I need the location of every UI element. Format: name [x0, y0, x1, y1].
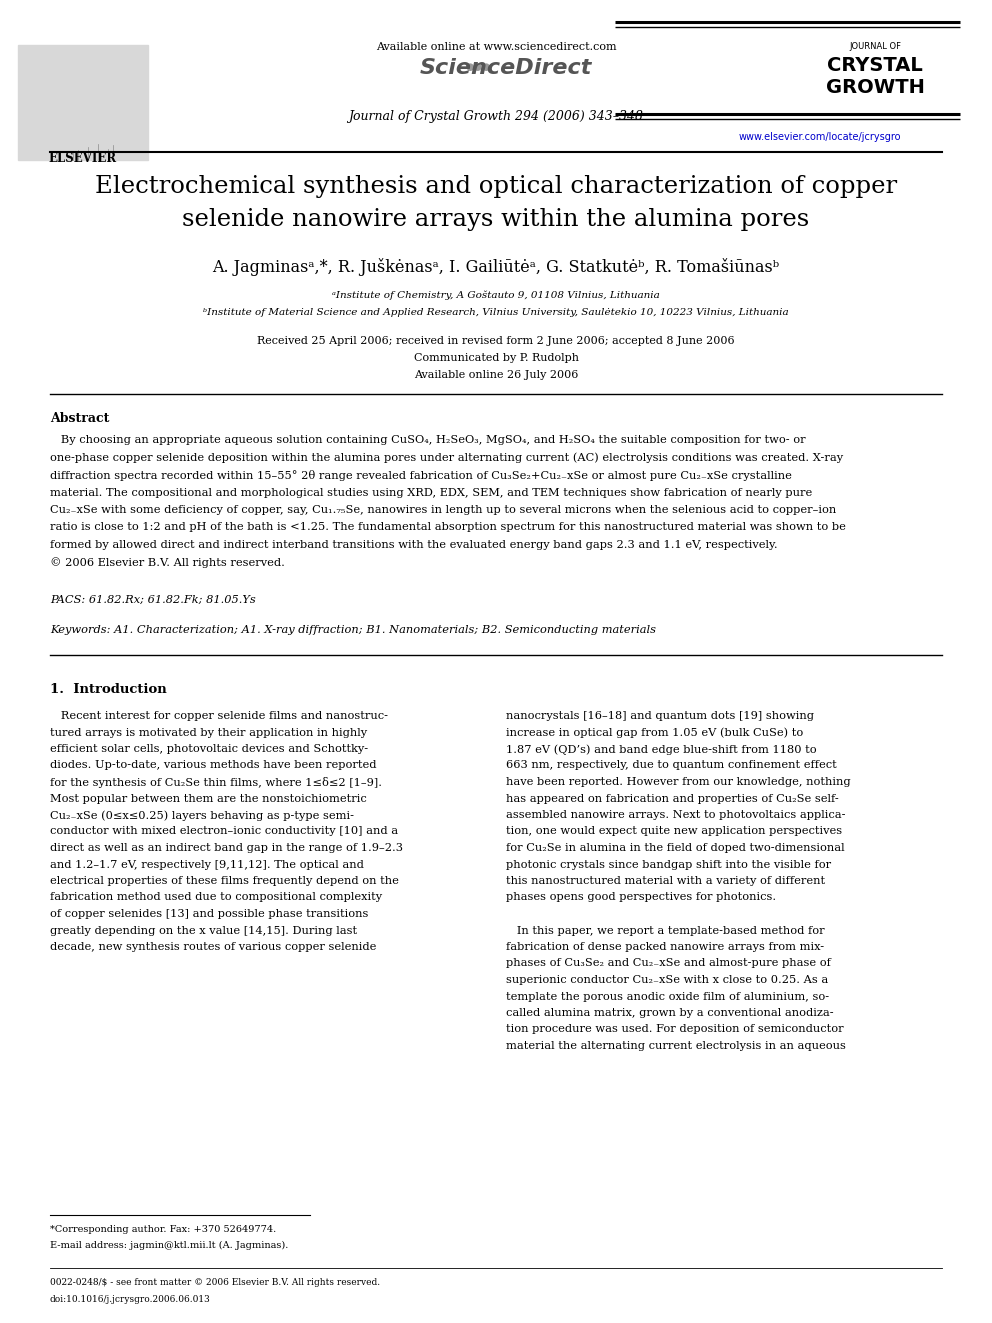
Text: decade, new synthesis routes of various copper selenide: decade, new synthesis routes of various … [50, 942, 376, 953]
Text: diffraction spectra recorded within 15–55° 2θ range revealed fabrication of Cu₃S: diffraction spectra recorded within 15–5… [50, 470, 792, 482]
Text: called alumina matrix, grown by a conventional anodiza-: called alumina matrix, grown by a conven… [506, 1008, 833, 1017]
Text: have been reported. However from our knowledge, nothing: have been reported. However from our kno… [506, 777, 850, 787]
Text: tured arrays is motivated by their application in highly: tured arrays is motivated by their appli… [50, 728, 367, 737]
Text: tion procedure was used. For deposition of semiconductor: tion procedure was used. For deposition … [506, 1024, 843, 1035]
Text: Communicated by P. Rudolph: Communicated by P. Rudolph [414, 353, 578, 363]
Text: one-phase copper selenide deposition within the alumina pores under alternating : one-phase copper selenide deposition wit… [50, 452, 843, 463]
Text: efficient solar cells, photovoltaic devices and Schottky-: efficient solar cells, photovoltaic devi… [50, 744, 368, 754]
Text: this nanostructured material with a variety of different: this nanostructured material with a vari… [506, 876, 825, 886]
Text: doi:10.1016/j.jcrysgro.2006.06.013: doi:10.1016/j.jcrysgro.2006.06.013 [50, 1295, 210, 1304]
Text: conductor with mixed electron–ionic conductivity [10] and a: conductor with mixed electron–ionic cond… [50, 827, 398, 836]
Text: for Cu₂Se in alumina in the field of doped two-dimensional: for Cu₂Se in alumina in the field of dop… [506, 843, 844, 853]
Text: Electrochemical synthesis and optical characterization of copper: Electrochemical synthesis and optical ch… [95, 175, 897, 198]
Text: material the alternating current electrolysis in an aqueous: material the alternating current electro… [506, 1041, 846, 1050]
Text: Recent interest for copper selenide films and nanostruc-: Recent interest for copper selenide film… [50, 710, 388, 721]
Text: has appeared on fabrication and properties of Cu₂Se self-: has appeared on fabrication and properti… [506, 794, 839, 803]
Text: 663 nm, respectively, due to quantum confinement effect: 663 nm, respectively, due to quantum con… [506, 761, 836, 770]
Text: Received 25 April 2006; received in revised form 2 June 2006; accepted 8 June 20: Received 25 April 2006; received in revi… [257, 336, 735, 347]
Text: ratio is close to 1:2 and pH of the bath is <1.25. The fundamental absorption sp: ratio is close to 1:2 and pH of the bath… [50, 523, 846, 532]
Text: 0022-0248/$ - see front matter © 2006 Elsevier B.V. All rights reserved.: 0022-0248/$ - see front matter © 2006 El… [50, 1278, 380, 1287]
Text: By choosing an appropriate aqueous solution containing CuSO₄, H₂SeO₃, MgSO₄, and: By choosing an appropriate aqueous solut… [50, 435, 806, 445]
Text: Available online 26 July 2006: Available online 26 July 2006 [414, 370, 578, 380]
Text: tion, one would expect quite new application perspectives: tion, one would expect quite new applica… [506, 827, 842, 836]
Text: ScienceDirect: ScienceDirect [420, 58, 592, 78]
Text: ELSEVIER: ELSEVIER [49, 152, 117, 165]
Text: ᵇInstitute of Material Science and Applied Research, Vilnius University, Saulėte: ᵇInstitute of Material Science and Appli… [203, 308, 789, 318]
Text: selenide nanowire arrays within the alumina pores: selenide nanowire arrays within the alum… [183, 208, 809, 232]
Text: material. The compositional and morphological studies using XRD, EDX, SEM, and T: material. The compositional and morpholo… [50, 487, 812, 497]
Text: greatly depending on the x value [14,15]. During last: greatly depending on the x value [14,15]… [50, 926, 357, 935]
Text: 1.87 eV (QD’s) and band edge blue-shift from 1180 to: 1.87 eV (QD’s) and band edge blue-shift … [506, 744, 816, 754]
Text: Available online at www.sciencedirect.com: Available online at www.sciencedirect.co… [376, 42, 616, 52]
Text: nanocrystals [16–18] and quantum dots [19] showing: nanocrystals [16–18] and quantum dots [1… [506, 710, 814, 721]
Text: 1.  Introduction: 1. Introduction [50, 683, 167, 696]
Text: Abstract: Abstract [50, 411, 109, 425]
Text: template the porous anodic oxide film of aluminium, so-: template the porous anodic oxide film of… [506, 991, 829, 1002]
Text: electrical properties of these films frequently depend on the: electrical properties of these films fre… [50, 876, 399, 886]
Text: fabrication method used due to compositional complexity: fabrication method used due to compositi… [50, 893, 382, 902]
Text: fabrication of dense packed nanowire arrays from mix-: fabrication of dense packed nanowire arr… [506, 942, 824, 953]
Text: Cu₂₋xSe (0≤x≤0.25) layers behaving as p-type semi-: Cu₂₋xSe (0≤x≤0.25) layers behaving as p-… [50, 810, 354, 820]
Text: GROWTH: GROWTH [825, 78, 925, 97]
Text: ᵃInstitute of Chemistry, A Goštauto 9, 01108 Vilnius, Lithuania: ᵃInstitute of Chemistry, A Goštauto 9, 0… [332, 290, 660, 299]
Text: phases of Cu₃Se₂ and Cu₂₋xSe and almost-pure phase of: phases of Cu₃Se₂ and Cu₂₋xSe and almost-… [506, 958, 831, 968]
Text: *Corresponding author. Fax: +370 52649774.: *Corresponding author. Fax: +370 5264977… [50, 1225, 276, 1234]
Text: phases opens good perspectives for photonics.: phases opens good perspectives for photo… [506, 893, 776, 902]
Text: JOURNAL OF: JOURNAL OF [849, 42, 901, 52]
Bar [18, 45, 148, 160]
Text: Cu₂₋xSe with some deficiency of copper, say, Cu₁.₇₅Se, nanowires in length up to: Cu₂₋xSe with some deficiency of copper, … [50, 505, 836, 515]
Text: © 2006 Elsevier B.V. All rights reserved.: © 2006 Elsevier B.V. All rights reserved… [50, 557, 285, 569]
Text: superionic conductor Cu₂₋xSe with x close to 0.25. As a: superionic conductor Cu₂₋xSe with x clos… [506, 975, 828, 986]
Text: E-mail address: jagmin@ktl.mii.lt (A. Jagminas).: E-mail address: jagmin@ktl.mii.lt (A. Ja… [50, 1241, 289, 1250]
Text: A. Jagminasᵃ,*, R. Juškėnasᵃ, I. Gailiūtėᵃ, G. Statkutėᵇ, R. Tomašiūnasᵇ: A. Jagminasᵃ,*, R. Juškėnasᵃ, I. Gailiūt… [212, 258, 780, 277]
Text: Journal of Crystal Growth 294 (2006) 343–348: Journal of Crystal Growth 294 (2006) 343… [348, 110, 644, 123]
Text: formed by allowed direct and indirect interband transitions with the evaluated e: formed by allowed direct and indirect in… [50, 540, 778, 550]
Text: ●●●: ●●● [465, 62, 491, 71]
Text: increase in optical gap from 1.05 eV (bulk CuSe) to: increase in optical gap from 1.05 eV (bu… [506, 728, 804, 738]
Text: assembled nanowire arrays. Next to photovoltaics applica-: assembled nanowire arrays. Next to photo… [506, 810, 845, 820]
Text: photonic crystals since bandgap shift into the visible for: photonic crystals since bandgap shift in… [506, 860, 831, 869]
Text: PACS: 61.82.Rx; 61.82.Fk; 81.05.Ys: PACS: 61.82.Rx; 61.82.Fk; 81.05.Ys [50, 595, 256, 605]
Text: CRYSTAL: CRYSTAL [827, 56, 923, 75]
Text: for the synthesis of Cu₂Se thin films, where 1≤δ≤2 [1–9].: for the synthesis of Cu₂Se thin films, w… [50, 777, 382, 789]
Text: www.elsevier.com/locate/jcrysgro: www.elsevier.com/locate/jcrysgro [739, 132, 902, 142]
Text: In this paper, we report a template-based method for: In this paper, we report a template-base… [506, 926, 824, 935]
Text: diodes. Up-to-date, various methods have been reported: diodes. Up-to-date, various methods have… [50, 761, 377, 770]
Text: Keywords: A1. Characterization; A1. X-ray diffraction; B1. Nanomaterials; B2. Se: Keywords: A1. Characterization; A1. X-ra… [50, 624, 656, 635]
Text: Most popular between them are the nonstoichiometric: Most popular between them are the nonsto… [50, 794, 367, 803]
Text: direct as well as an indirect band gap in the range of 1.9–2.3: direct as well as an indirect band gap i… [50, 843, 403, 853]
Text: of copper selenides [13] and possible phase transitions: of copper selenides [13] and possible ph… [50, 909, 368, 919]
Text: and 1.2–1.7 eV, respectively [9,11,12]. The optical and: and 1.2–1.7 eV, respectively [9,11,12]. … [50, 860, 364, 869]
